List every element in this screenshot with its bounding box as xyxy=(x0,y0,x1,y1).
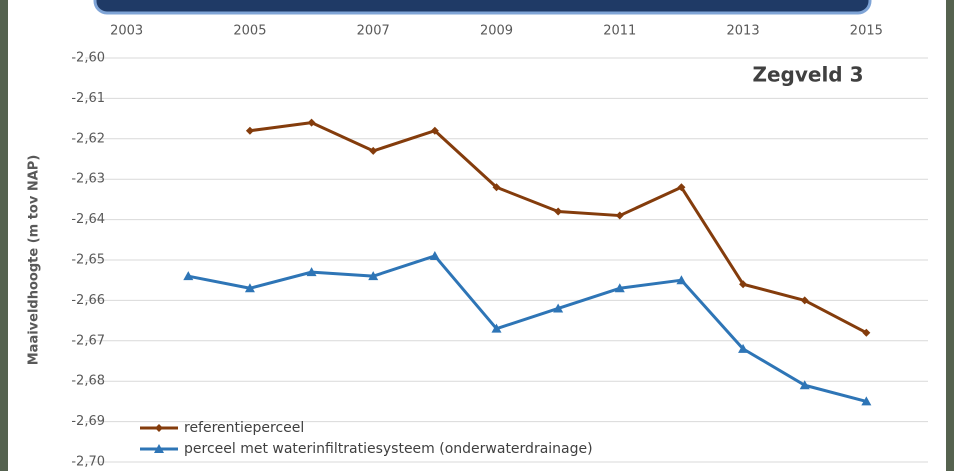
y-axis-label: Maaiveldhoogte (m tov NAP) xyxy=(27,155,42,366)
marker-diamond xyxy=(739,280,748,289)
marker-diamond xyxy=(155,424,163,432)
header-banner xyxy=(93,0,872,15)
y-tick-label: -2,62 xyxy=(71,131,105,146)
legend-label: referentieperceel xyxy=(184,420,304,436)
x-tick-label: 2015 xyxy=(850,24,883,39)
y-tick-label: -2,63 xyxy=(71,172,105,187)
x-tick-label: 2003 xyxy=(110,24,143,39)
marker-triangle xyxy=(368,271,379,281)
y-tick-label: -2,66 xyxy=(71,293,105,308)
marker-triangle xyxy=(154,444,164,453)
chart-panel xyxy=(8,0,946,471)
marker-triangle xyxy=(738,343,749,353)
marker-diamond xyxy=(430,126,439,135)
annotation: Zegveld 3 xyxy=(752,63,863,87)
marker-triangle xyxy=(306,267,317,277)
y-tick-label: -2,61 xyxy=(71,91,105,106)
x-tick-label: 2005 xyxy=(233,24,266,39)
marker-diamond xyxy=(800,296,809,305)
marker-triangle xyxy=(799,380,810,390)
x-tick-label: 2011 xyxy=(603,24,636,39)
marker-diamond xyxy=(307,118,316,127)
marker-triangle xyxy=(244,283,255,293)
marker-triangle xyxy=(676,275,687,285)
marker-triangle xyxy=(614,283,625,293)
marker-triangle xyxy=(861,396,872,406)
y-tick-label: -2,65 xyxy=(71,253,105,268)
y-tick-label: -2,68 xyxy=(71,374,105,389)
marker-diamond xyxy=(369,146,378,155)
y-tick-label: -2,70 xyxy=(71,455,105,470)
marker-diamond xyxy=(677,183,686,192)
marker-diamond xyxy=(554,207,563,216)
marker-diamond xyxy=(615,211,624,220)
series-line xyxy=(187,254,867,403)
x-tick-label: 2007 xyxy=(357,24,390,39)
marker-diamond xyxy=(245,126,254,135)
marker-triangle xyxy=(429,250,440,260)
marker-triangle xyxy=(183,271,194,281)
legend-label: perceel met waterinfiltratiesysteem (ond… xyxy=(184,441,593,457)
marker-triangle xyxy=(553,303,564,313)
x-tick-label: 2013 xyxy=(727,24,760,39)
marker-diamond xyxy=(862,328,871,337)
marker-diamond xyxy=(492,183,501,192)
marker-triangle xyxy=(491,323,502,333)
y-tick-label: -2,60 xyxy=(71,51,105,66)
y-tick-label: -2,69 xyxy=(71,414,105,429)
y-tick-label: -2,64 xyxy=(71,212,105,227)
y-tick-label: -2,67 xyxy=(71,333,105,348)
x-tick-label: 2009 xyxy=(480,24,513,39)
